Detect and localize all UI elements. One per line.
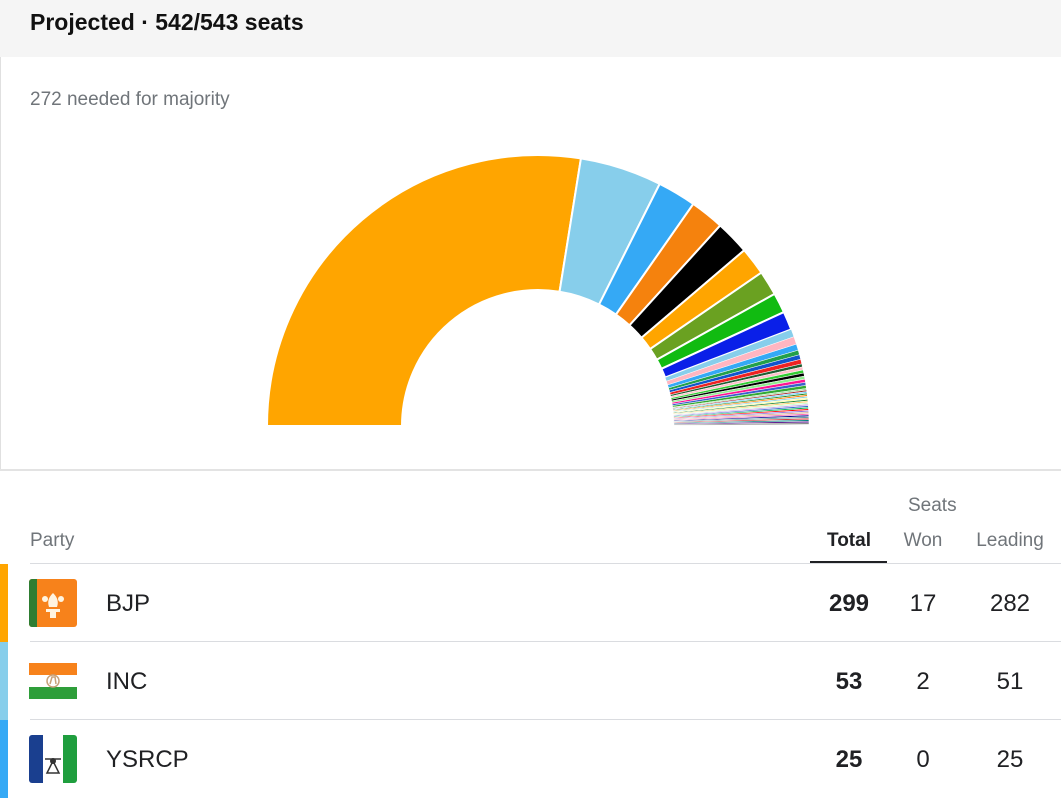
page-title: Projected · 542/543 seats [30,9,304,35]
total-seats: 53 [835,668,863,695]
party-color-bar [0,564,8,642]
party-column-header: Party [30,530,75,551]
seat-segment[interactable] [265,154,583,427]
leading-column-header[interactable]: Leading [976,530,1044,551]
party-name: BJP [106,590,151,617]
inc-flag-icon [29,657,77,705]
seat-distribution-chart [265,154,810,427]
leading-seats: 282 [989,590,1031,617]
table-row[interactable]: YSRCP 25 0 25 [0,720,1061,798]
party-name: INC [106,668,148,695]
won-column-header[interactable]: Won [903,530,943,551]
majority-note: 272 needed for majority [30,89,230,110]
party-color-bar [0,720,8,798]
leading-seats: 25 [996,746,1024,773]
leading-seats: 51 [996,668,1024,695]
row-divider [30,719,1061,720]
sort-indicator [810,561,887,564]
panel-border [0,57,1,470]
won-seats: 2 [916,668,930,695]
total-seats: 25 [835,746,863,773]
table-row[interactable]: INC 53 2 51 [0,642,1061,720]
total-column-header[interactable]: Total [827,530,871,551]
seat-segment[interactable] [673,422,810,426]
won-seats: 0 [916,746,930,773]
won-seats: 17 [909,590,937,617]
party-name: YSRCP [106,746,189,773]
seats-group-header: Seats [908,495,957,516]
header-rule [30,563,1061,564]
party-color-bar [0,642,8,720]
section-divider [0,469,1061,471]
header-bar: Projected · 542/543 seats [0,0,1061,57]
total-seats: 299 [828,590,870,617]
table-row[interactable]: BJP 299 17 282 [0,564,1061,642]
bjp-flag-icon [29,579,77,627]
row-divider [30,641,1061,642]
ysrcp-flag-icon [29,735,77,783]
